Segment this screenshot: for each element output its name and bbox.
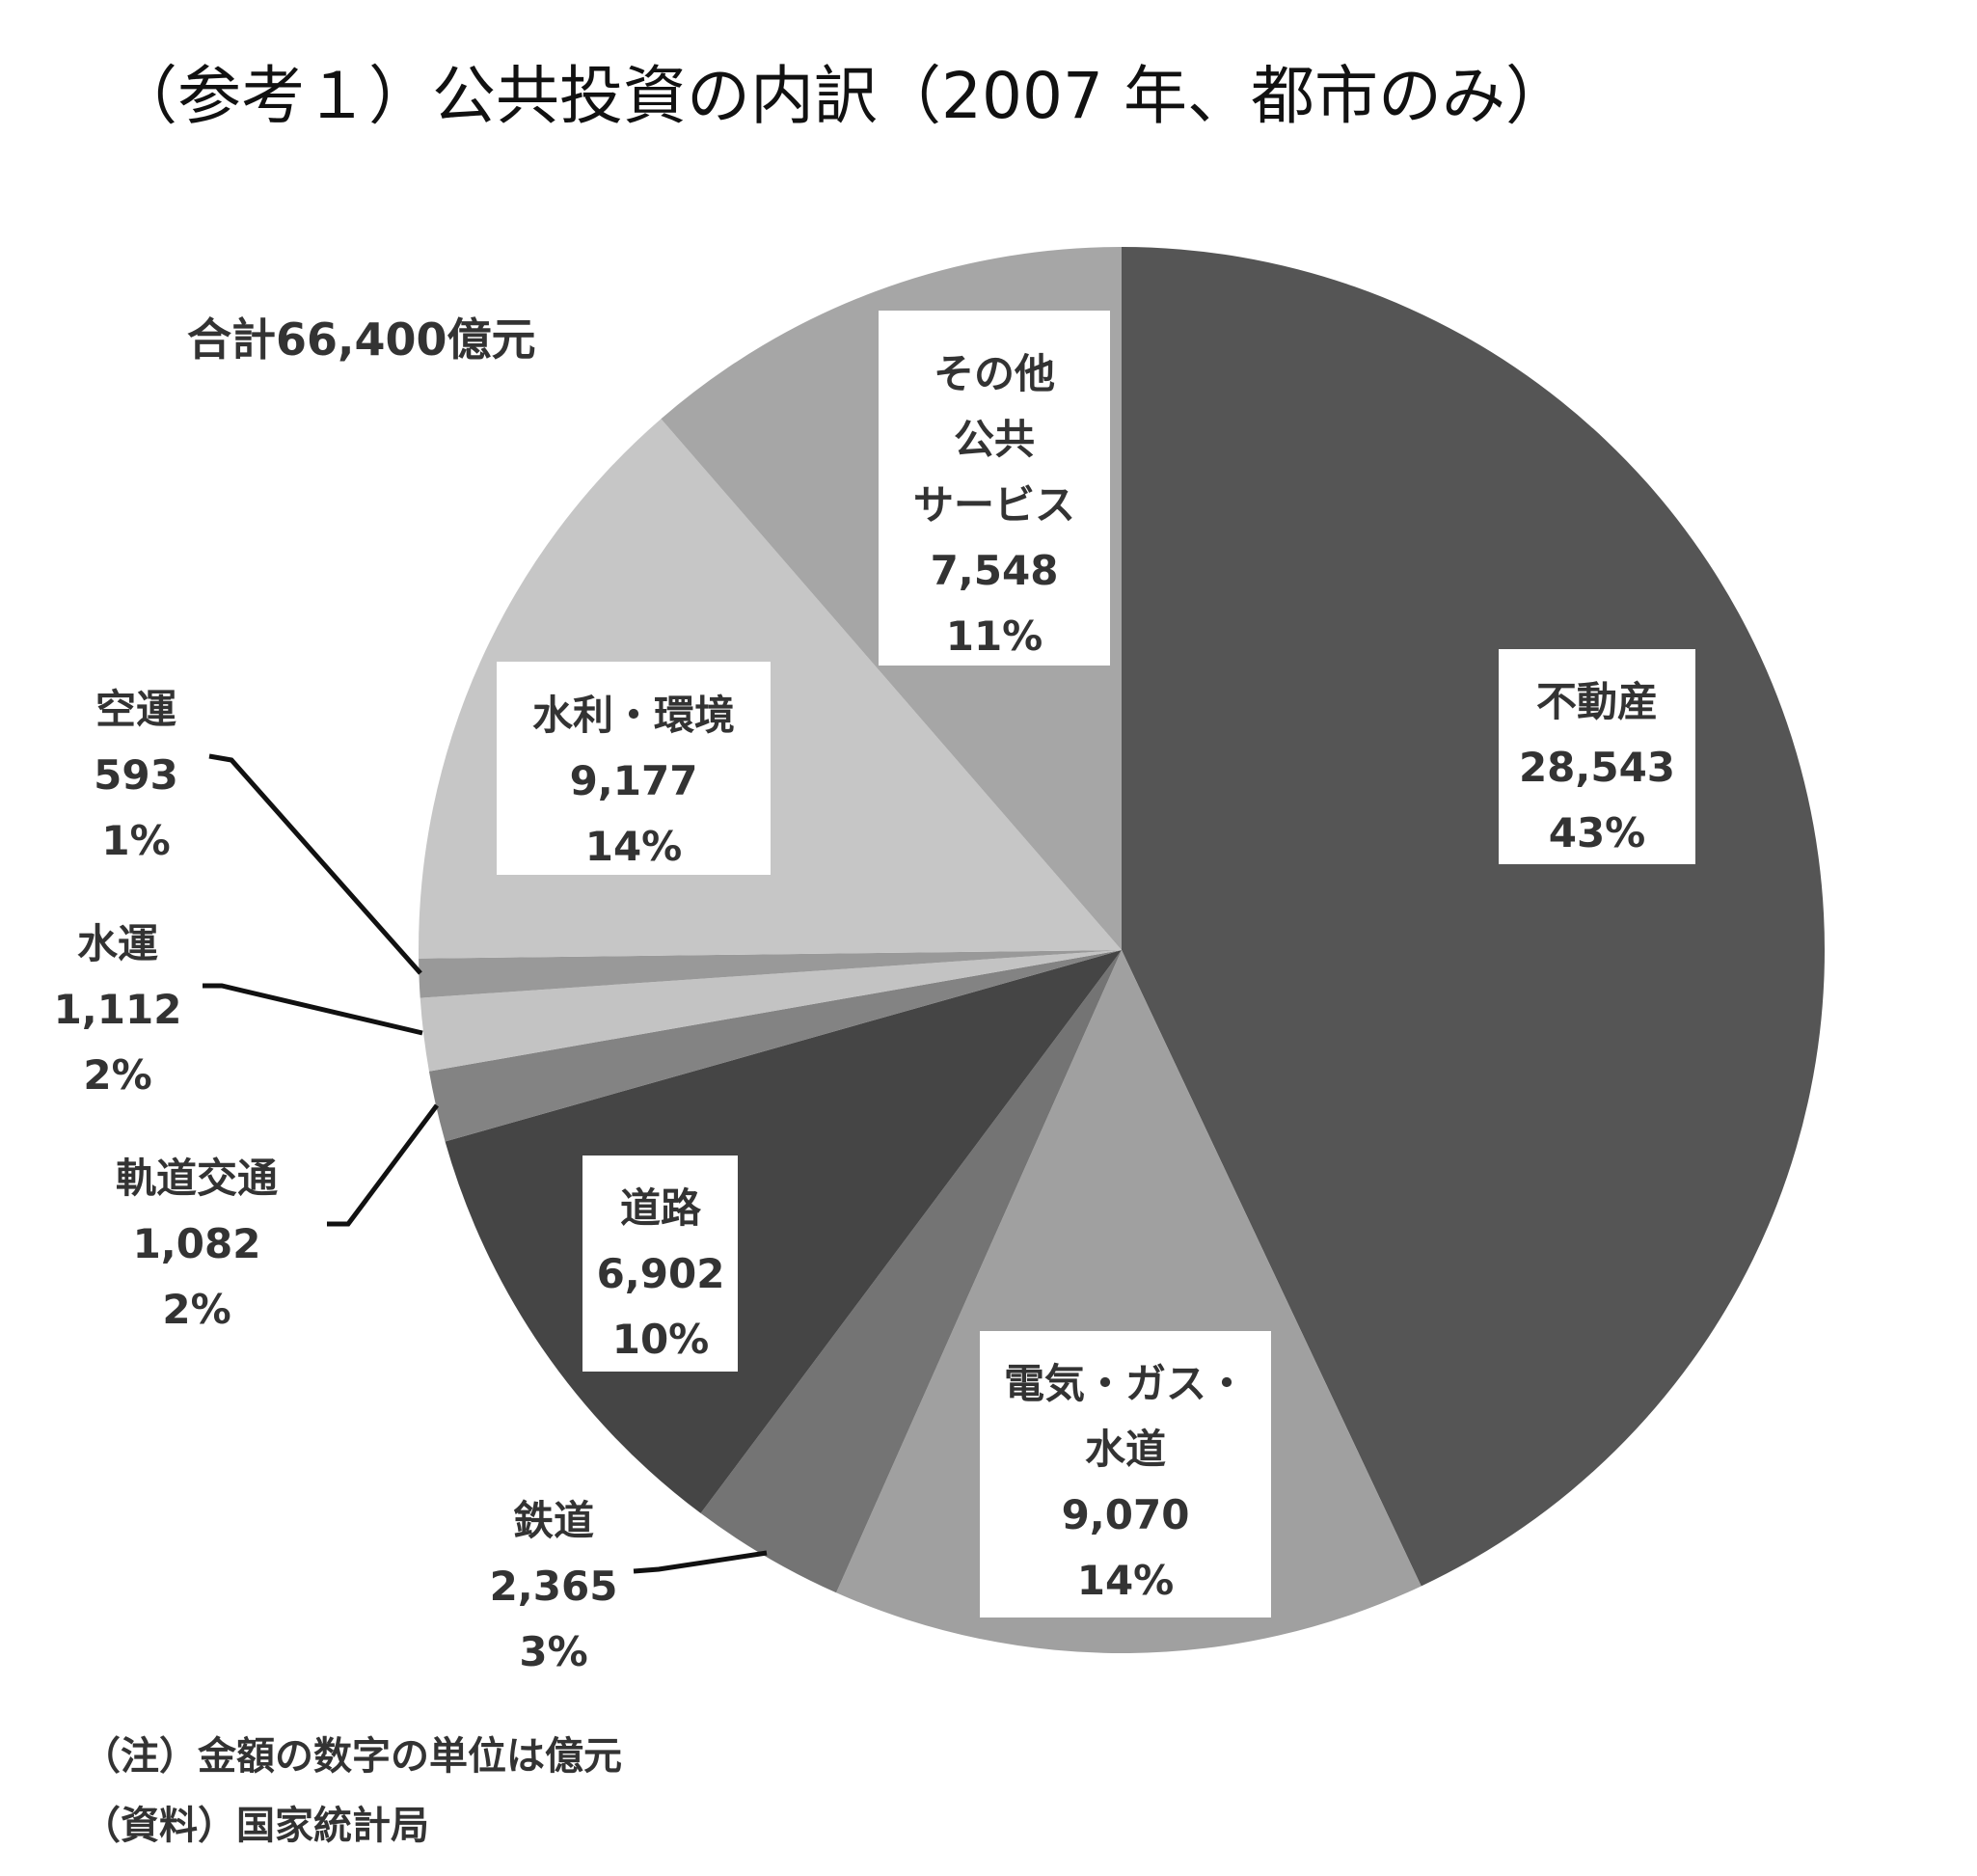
slice-name-label: 電気・ガス・ xyxy=(1004,1360,1247,1407)
slice-percent-label: 14% xyxy=(1077,1557,1175,1604)
leader-line-4 xyxy=(327,1103,440,1227)
data-label-box-8 xyxy=(879,311,1110,666)
slice-value-label: 1,112 xyxy=(54,986,182,1033)
slice-name-label: 水道 xyxy=(1085,1426,1166,1473)
leader-line-5 xyxy=(203,983,423,1036)
slice-value-label: 9,070 xyxy=(1062,1491,1190,1538)
data-label-box-3 xyxy=(582,1156,738,1372)
slice-name-label: その他 xyxy=(934,350,1055,397)
total-label: 合計66,400億元 xyxy=(187,313,536,366)
slice-name-label: 軌道交通 xyxy=(116,1155,278,1202)
slice-percent-label: 10% xyxy=(612,1316,710,1363)
data-label-box-1 xyxy=(980,1331,1271,1618)
slice-percent-label: 43% xyxy=(1549,809,1646,856)
slice-name-label: 水利・環境 xyxy=(532,692,735,739)
pie-slice-3 xyxy=(445,950,1122,1513)
slice-value-label: 7,548 xyxy=(931,547,1059,594)
leader-line-6 xyxy=(208,753,422,975)
note-unit: （注）金額の数字の単位は億元 xyxy=(82,1734,622,1779)
slice-name-label: 水運 xyxy=(77,920,158,967)
chart-title: （参考１）公共投資の内訳（2007 年、都市のみ） xyxy=(114,59,1569,133)
slice-value-label: 28,543 xyxy=(1519,744,1675,791)
slice-name-label: 空運 xyxy=(95,686,176,733)
slice-name-label: サービス xyxy=(913,481,1075,529)
slice-value-label: 593 xyxy=(94,751,178,799)
slice-percent-label: 2% xyxy=(162,1286,230,1333)
slice-name-label: 公共 xyxy=(954,416,1035,463)
slice-percent-label: 1% xyxy=(101,817,170,864)
pie-slice-2 xyxy=(700,950,1122,1593)
slice-value-label: 1,082 xyxy=(133,1220,261,1267)
slice-value-label: 2,365 xyxy=(490,1563,618,1610)
slice-percent-label: 14% xyxy=(585,823,683,870)
note-source: （資料）国家統計局 xyxy=(82,1804,429,1848)
slice-name-label: 不動産 xyxy=(1536,678,1658,725)
slice-percent-label: 2% xyxy=(83,1051,151,1099)
pie-slice-6 xyxy=(419,950,1123,998)
slice-name-label: 鉄道 xyxy=(513,1497,594,1544)
pie-slice-0 xyxy=(1122,247,1826,1587)
pie-slice-4 xyxy=(428,950,1122,1142)
data-label-box-0 xyxy=(1499,649,1695,864)
slice-value-label: 6,902 xyxy=(597,1250,725,1297)
data-label-box-7 xyxy=(497,662,771,875)
slice-name-label: 道路 xyxy=(620,1184,702,1232)
slice-percent-label: 3% xyxy=(519,1628,587,1675)
slice-percent-label: 11% xyxy=(946,612,1043,660)
pie-slice-5 xyxy=(420,950,1122,1072)
slice-value-label: 9,177 xyxy=(570,757,698,804)
leader-line-2 xyxy=(633,1550,768,1574)
